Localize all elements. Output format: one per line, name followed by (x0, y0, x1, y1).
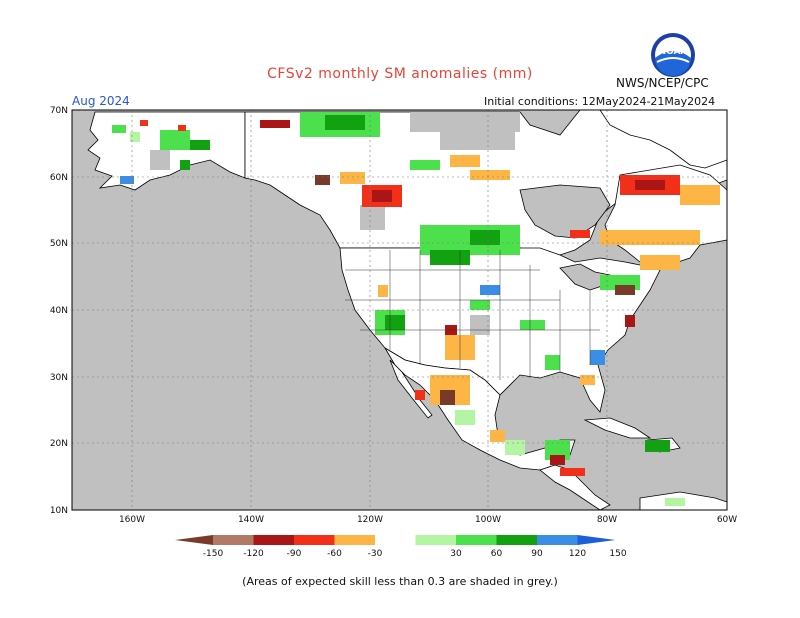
legend-swatch (335, 535, 376, 545)
lon-label: 60W (717, 515, 737, 525)
legend-swatch (375, 535, 416, 545)
lat-label: 20N (50, 439, 68, 449)
legend-tick-label: 90 (531, 549, 543, 559)
lon-label: 100W (475, 515, 501, 525)
legend-swatch (497, 535, 538, 545)
footnote: (Areas of expected skill less than 0.3 a… (0, 575, 800, 588)
anomaly-map: 70N 60N 50N 40N 30N 20N 10N 160W 140W 12… (0, 0, 800, 618)
lat-label: 30N (50, 373, 68, 383)
legend-tick-label: -30 (368, 549, 383, 559)
lon-label: 120W (357, 515, 383, 525)
lat-labels: 70N 60N 50N 40N 30N 20N 10N (50, 106, 68, 516)
legend-tick-label: -90 (287, 549, 302, 559)
legend-swatch (416, 535, 457, 545)
color-legend: -150 -120 -90 -60 -30 30 60 90 120 150 (175, 535, 627, 559)
lat-label: 60N (50, 173, 68, 183)
legend-swatch (294, 535, 335, 545)
legend-swatch (537, 535, 578, 545)
lat-label: 40N (50, 306, 68, 316)
lat-label: 70N (50, 106, 68, 116)
legend-arrow-low (175, 535, 213, 545)
lon-label: 160W (119, 515, 145, 525)
legend-arrow-high (578, 535, 616, 545)
legend-tick-label: -120 (243, 549, 264, 559)
legend-tick-label: 30 (450, 549, 462, 559)
legend-tick-label: -150 (203, 549, 224, 559)
legend-swatch (254, 535, 295, 545)
legend-swatch (213, 535, 254, 545)
lat-label: 50N (50, 239, 68, 249)
legend-tick-label: 120 (569, 549, 586, 559)
lat-label: 10N (50, 506, 68, 516)
legend-tick-label: 60 (491, 549, 503, 559)
lon-labels: 160W 140W 120W 100W 80W 60W (119, 515, 737, 525)
legend-tick-label: 150 (609, 549, 626, 559)
legend-swatch (456, 535, 497, 545)
lon-label: 80W (597, 515, 617, 525)
lon-label: 140W (238, 515, 264, 525)
legend-tick-label: -60 (327, 549, 342, 559)
